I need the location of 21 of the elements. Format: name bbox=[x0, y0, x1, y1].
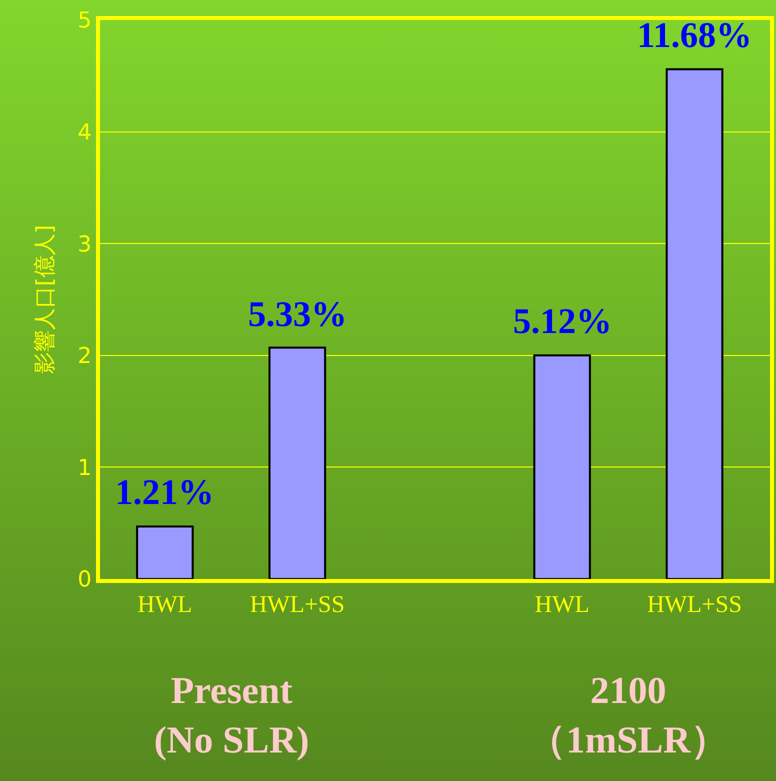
y-tick-label: 0 bbox=[78, 568, 92, 593]
annotation: 5.12% bbox=[513, 301, 612, 341]
y-tick-label: 5 bbox=[78, 8, 92, 34]
annotation: 5.33% bbox=[248, 294, 347, 334]
text: 2100 （1mSLR） bbox=[528, 670, 729, 762]
bar bbox=[666, 68, 724, 579]
x-tick-label: HWL bbox=[138, 592, 192, 618]
bar bbox=[268, 346, 326, 579]
annotation: 11.68% bbox=[637, 15, 752, 55]
bar bbox=[533, 354, 591, 579]
text: Present (No SLR) bbox=[154, 670, 310, 762]
y-tick-label: 3 bbox=[78, 232, 92, 258]
y-tick-label: 1 bbox=[78, 456, 92, 481]
y-axis-title: 影響人口[億人] bbox=[32, 224, 58, 374]
x-tick-label: HWL+SS bbox=[250, 592, 345, 618]
x-tick-label: HWL+SS bbox=[647, 592, 742, 618]
annotation: 1.21% bbox=[115, 472, 214, 512]
bar bbox=[136, 525, 194, 579]
y-tick-label: 2 bbox=[78, 344, 92, 370]
y-tick-label: 4 bbox=[78, 120, 92, 146]
x-tick-label: HWL bbox=[534, 592, 590, 618]
